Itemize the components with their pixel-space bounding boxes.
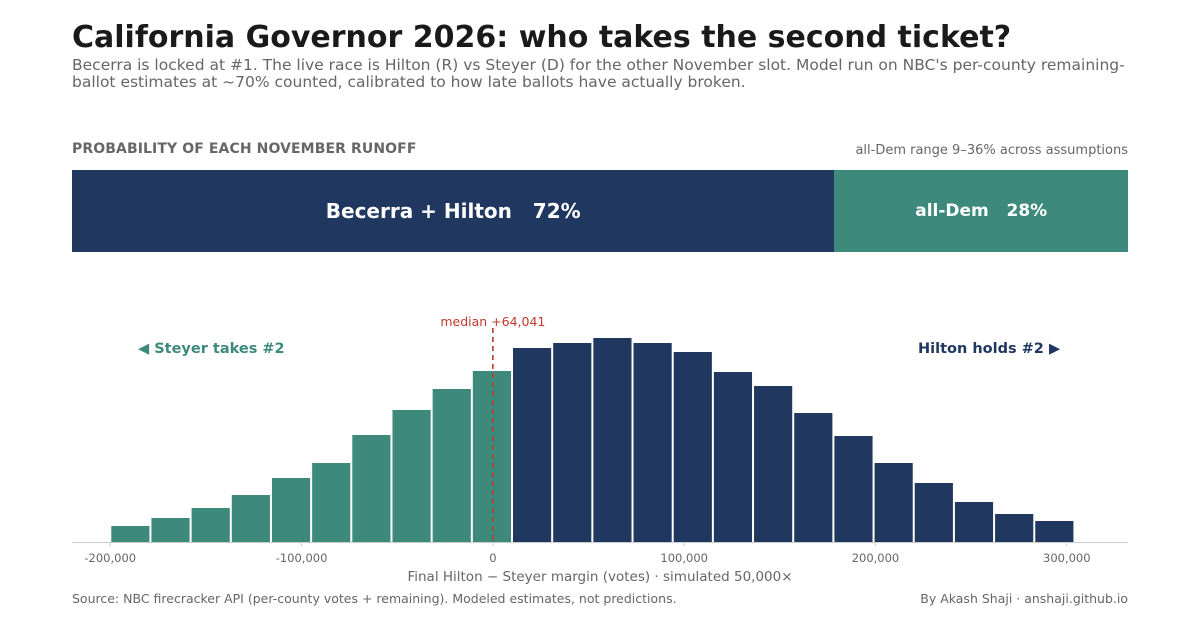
histogram-bar <box>713 372 753 542</box>
runoff-section-label: PROBABILITY OF EACH NOVEMBER RUNOFF <box>72 141 417 157</box>
histogram-bar <box>754 386 793 542</box>
histogram-bar <box>553 343 592 542</box>
margin-histogram: -200,000 -100,000 0 100,000 200,000 300,000 me… <box>72 314 1128 585</box>
byline: By Akash Shaji · anshaji.github.io <box>920 591 1128 606</box>
runoff-segment-all-dem: all-Dem 28% <box>834 170 1128 252</box>
histogram-bar <box>191 508 230 542</box>
chart-title: California Governor 2026: who takes the … <box>72 20 1012 55</box>
median-label: median +64,041 <box>440 314 545 329</box>
histogram-bar <box>593 338 632 542</box>
histogram-bar <box>352 435 391 542</box>
histogram-bar <box>673 352 712 542</box>
histogram-bar <box>914 483 953 542</box>
histogram-bar <box>432 389 471 542</box>
histogram-bar <box>794 413 833 542</box>
histogram-bar <box>834 436 873 542</box>
histogram-bar <box>271 478 311 542</box>
histogram-bar <box>151 518 190 542</box>
source-note: Source: NBC firecracker API (per-county … <box>72 591 677 606</box>
range-note: all-Dem range 9–36% across assumptions <box>855 143 1128 158</box>
x-tick-label: 100,000 <box>660 551 708 565</box>
histogram-bar <box>513 348 552 542</box>
x-axis-label: Final Hilton − Steyer margin (votes) · s… <box>407 569 792 585</box>
histogram-bar <box>312 463 351 542</box>
x-tick-label: 0 <box>489 551 496 565</box>
histogram-bar <box>995 514 1034 542</box>
x-tick-label: -200,000 <box>84 551 136 565</box>
histogram-bar <box>231 495 270 542</box>
x-tick-label: 200,000 <box>852 551 900 565</box>
histogram-bar <box>633 343 672 542</box>
runoff-probability-bar: Becerra + Hilton 72% all-Dem 28% <box>72 170 1128 252</box>
histogram-bar <box>392 410 431 542</box>
histogram-bar <box>1035 521 1074 542</box>
histogram-bar <box>111 526 150 542</box>
steyer-side-label: ◀ Steyer takes #2 <box>138 341 285 357</box>
histogram-bar <box>874 463 913 542</box>
histogram-bar <box>472 371 511 542</box>
hilton-side-label: Hilton holds #2 ▶ <box>918 341 1061 357</box>
chart-subtitle: Becerra is locked at #1. The live race i… <box>72 56 1125 91</box>
runoff-segment-becerra-hilton: Becerra + Hilton 72% <box>72 170 835 252</box>
x-tick-label: 300,000 <box>1043 551 1091 565</box>
histogram-bar <box>954 502 994 542</box>
x-tick-label: -100,000 <box>276 551 328 565</box>
